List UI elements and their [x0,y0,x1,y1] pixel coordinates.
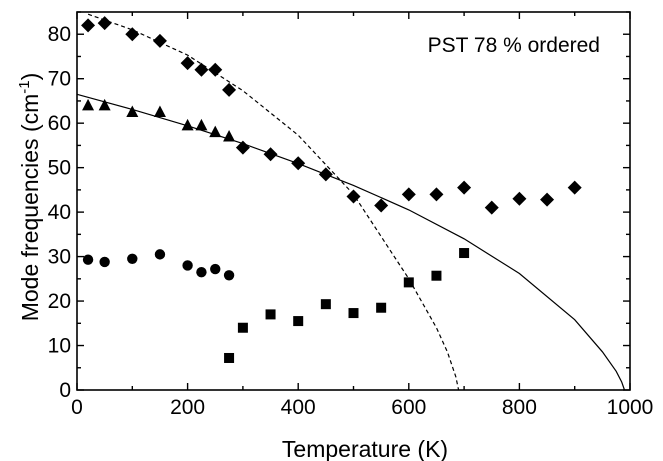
data-point-diamond [81,18,96,33]
fit-curve-solid [76,93,626,391]
y-tick-label: 30 [48,246,71,269]
x-axis-title: Temperature (K) [282,436,448,461]
data-point-diamond [125,27,140,42]
x-tick-label: 400 [281,396,316,419]
data-point-square [320,299,331,310]
data-point-diamond [318,167,333,182]
data-point-triangle [223,130,236,142]
data-point-diamond [291,156,306,171]
data-point-triangle [126,105,139,118]
data-point-diamond [180,56,195,71]
data-point-circle [182,260,193,271]
data-point-circle [223,270,235,281]
data-point-diamond [401,187,416,202]
data-point-diamond [208,62,223,77]
data-point-square [237,322,248,333]
data-point-diamond [567,180,582,195]
data-point-square [265,309,276,320]
y-tick-label: 10 [48,335,71,358]
data-point-square [224,352,235,363]
data-point-square [403,277,414,288]
y-tick-label: 80 [48,23,71,46]
data-point-triangle [181,118,194,131]
data-point-diamond [429,187,444,202]
data-point-diamond [222,82,237,97]
data-point-square [431,270,442,281]
data-point-diamond [346,189,361,204]
data-point-diamond [484,200,499,215]
x-tick-label: 800 [502,396,537,419]
y-tick-label: 40 [48,201,71,224]
y-tick-label: 60 [48,112,71,135]
data-point-diamond [374,198,389,213]
data-point-diamond [152,33,167,48]
data-point-circle [127,253,138,265]
data-point-square [348,308,359,319]
data-point-circle [210,263,221,275]
data-point-square [376,302,387,313]
x-tick-label: 600 [391,396,426,419]
data-point-diamond [540,192,555,207]
data-point-circle [154,249,166,260]
x-tick-label: 0 [71,396,83,419]
x-tick-label: 1000 [607,396,654,419]
data-point-triangle [209,125,222,138]
y-tick-label: 20 [48,290,71,313]
y-axis-title-close: ) [17,73,43,81]
data-point-triangle [195,118,208,131]
y-axis-title: Mode frequencies (cm-1) [16,73,43,322]
y-axis-title-sup: -1 [16,80,33,93]
data-point-diamond [194,62,209,77]
y-tick-label: 50 [48,157,71,180]
data-point-square [459,248,470,259]
data-point-diamond [97,16,112,31]
axes: 0 200 400 600 800 1000 0 10 20 30 40 50 60 70 80 [48,11,654,419]
data-point-circle [99,256,110,268]
plot-area [76,13,626,391]
data-point-square [293,316,304,327]
data-point-diamond [263,147,278,162]
data-point-circle [82,254,94,265]
data-point-triangle [153,105,166,118]
data-point-diamond [512,191,527,206]
y-tick-label: 0 [59,379,71,402]
chart-annotation: PST 78 % ordered [428,34,600,57]
x-tick-label: 200 [170,396,205,419]
y-axis-title-main: Mode frequencies (cm [17,94,43,322]
y-tick-label: 70 [48,68,71,91]
data-point-diamond [457,180,472,195]
fit-curve-dashed [87,13,460,391]
data-point-triangle [98,98,111,111]
data-point-circle [196,266,207,278]
data-point-diamond [235,140,250,155]
data-point-triangle [82,98,95,111]
